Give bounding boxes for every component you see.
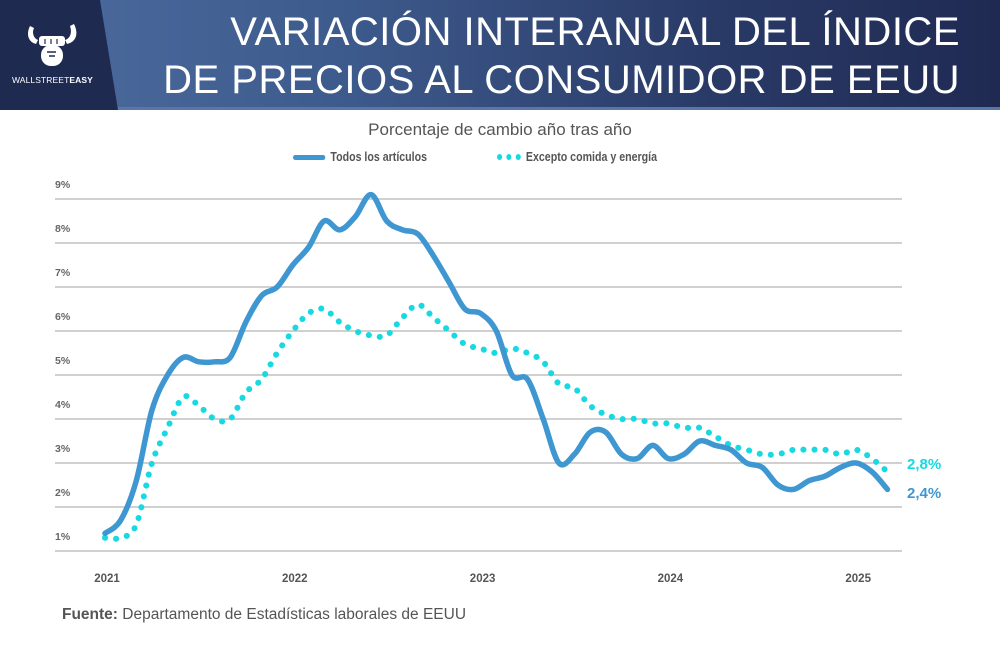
header-banner xyxy=(0,0,1000,108)
x-tick-label: 2023 xyxy=(470,573,496,585)
page-title: VARIACIÓN INTERANUAL DEL ÍNDICE DE PRECI… xyxy=(140,8,960,104)
y-tick-label: 1% xyxy=(55,531,71,543)
y-tick-label: 4% xyxy=(55,399,71,411)
y-tick-label: 7% xyxy=(55,267,71,279)
source-label: Fuente: xyxy=(62,606,118,623)
legend-swatch-dotted xyxy=(497,154,521,160)
logo-panel: WALLSTREETEASY xyxy=(0,0,118,110)
legend-swatch-solid xyxy=(293,154,326,160)
source-note: Fuente: Departamento de Estadísticas lab… xyxy=(62,606,466,624)
legend-item-all-items: Todos los artículos xyxy=(293,150,427,164)
logo-text: WALLSTREETEASY xyxy=(12,75,93,85)
legend-item-core: Excepto comida y energía xyxy=(497,150,657,164)
x-tick-label: 2025 xyxy=(845,573,871,585)
y-tick-label: 9% xyxy=(55,179,71,191)
y-tick-label: 6% xyxy=(55,311,71,323)
legend-label: Excepto comida y energía xyxy=(525,150,657,164)
bull-fist-icon xyxy=(28,24,77,66)
end-label-all-items: 2,4% xyxy=(907,485,941,502)
x-tick-label: 2022 xyxy=(282,573,308,585)
y-tick-label: 5% xyxy=(55,355,71,367)
title-line-1: VARIACIÓN INTERANUAL DEL ÍNDICE xyxy=(230,10,960,54)
logo-text-bold: EASY xyxy=(69,75,93,85)
title-line-2: DE PRECIOS AL CONSUMIDOR DE EEUU xyxy=(163,58,960,102)
logo-text-regular: WALLSTREET xyxy=(12,75,70,85)
y-tick-label: 2% xyxy=(55,487,71,499)
x-tick-label: 2021 xyxy=(94,573,120,585)
series-line-core xyxy=(102,301,891,542)
chart-subtitle: Porcentaje de cambio año tras año xyxy=(368,120,632,139)
legend-label: Todos los artículos xyxy=(330,150,428,164)
y-tick-label: 3% xyxy=(55,443,71,455)
header-divider xyxy=(0,107,1000,110)
x-tick-label: 2024 xyxy=(658,573,684,585)
source-text: Departamento de Estadísticas laborales d… xyxy=(117,606,467,623)
y-tick-label: 8% xyxy=(55,223,71,235)
series-line-all-items xyxy=(102,191,891,537)
end-label-core: 2,8% xyxy=(907,456,941,473)
chart-legend: Todos los artículos Excepto comida y ene… xyxy=(0,150,1000,170)
